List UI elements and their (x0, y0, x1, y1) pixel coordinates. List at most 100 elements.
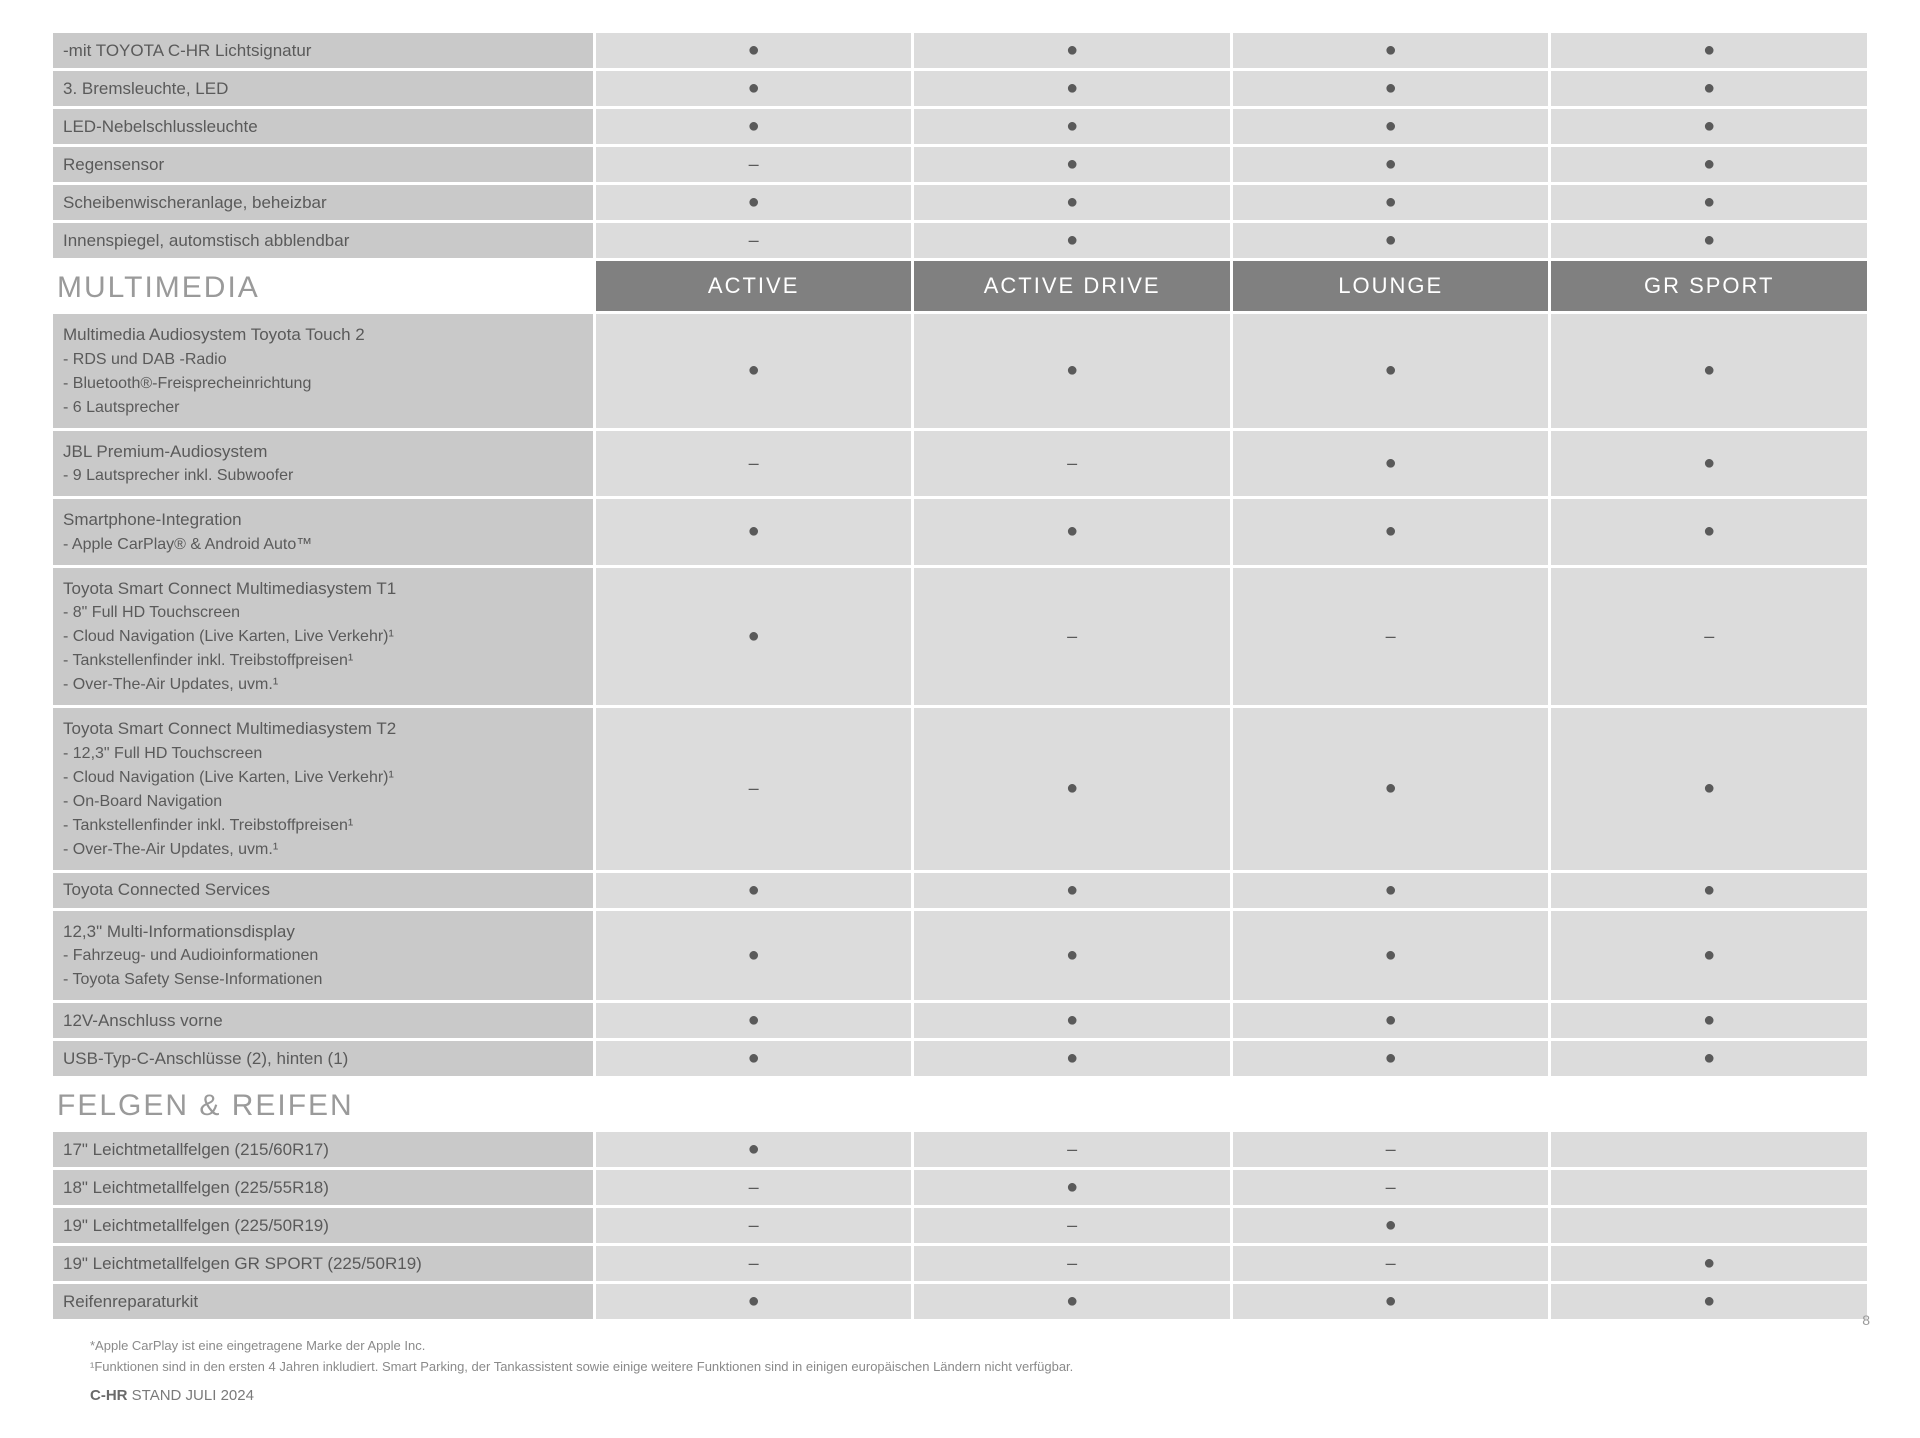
value-cell (1551, 1170, 1867, 1205)
feature-main-label: LED-Nebelschlussleuchte (63, 117, 258, 136)
value-cell: ● (596, 499, 912, 565)
value-cell: – (914, 1208, 1230, 1243)
feature-label: 18" Leichtmetallfelgen (225/55R18) (53, 1170, 593, 1205)
value-cell: ● (1551, 147, 1867, 182)
table-row: 17" Leichtmetallfelgen (215/60R17)●–– (53, 1132, 1867, 1167)
feature-subline: - 9 Lautsprecher inkl. Subwoofer (63, 464, 583, 488)
feature-main-label: Multimedia Audiosystem Toyota Touch 2 (63, 325, 365, 344)
table-row: 12V-Anschluss vorne●●●● (53, 1003, 1867, 1038)
value-cell: ● (1233, 1041, 1549, 1076)
feature-main-label: Reifenreparaturkit (63, 1292, 198, 1311)
footer: *Apple CarPlay ist eine eingetragene Mar… (50, 1336, 1870, 1408)
feature-subline: - Cloud Navigation (Live Karten, Live Ve… (63, 625, 583, 649)
table-row: -mit TOYOTA C-HR Lichtsignatur●●●● (53, 33, 1867, 68)
value-cell: ● (596, 314, 912, 428)
table-row: LED-Nebelschlussleuchte●●●● (53, 109, 1867, 144)
feature-subline: - 12,3" Full HD Touchscreen (63, 742, 583, 766)
feature-label: 19" Leichtmetallfelgen (225/50R19) (53, 1208, 593, 1243)
feature-label: LED-Nebelschlussleuchte (53, 109, 593, 144)
footer-brand-rest: STAND JULI 2024 (128, 1387, 254, 1404)
feature-main-label: JBL Premium-Audiosystem (63, 442, 267, 461)
value-cell: ● (596, 1041, 912, 1076)
value-cell: ● (1551, 1284, 1867, 1319)
column-header-empty (1551, 1079, 1867, 1129)
value-cell: ● (1551, 109, 1867, 144)
value-cell: ● (1551, 314, 1867, 428)
table-row: USB-Typ-C-Anschlüsse (2), hinten (1)●●●● (53, 1041, 1867, 1076)
value-cell: ● (1233, 431, 1549, 497)
feature-label: Multimedia Audiosystem Toyota Touch 2- R… (53, 314, 593, 428)
value-cell: ● (1233, 1003, 1549, 1038)
value-cell: – (596, 431, 912, 497)
value-cell: ● (1551, 708, 1867, 870)
feature-subline: - Apple CarPlay® & Android Auto™ (63, 533, 583, 557)
feature-subline: - Tankstellenfinder inkl. Treibstoffprei… (63, 649, 583, 673)
value-cell: ● (1233, 314, 1549, 428)
value-cell: ● (596, 33, 912, 68)
table-row: Innenspiegel, automstisch abblendbar–●●● (53, 223, 1867, 258)
footer-brand: C-HR STAND JULI 2024 (90, 1384, 1870, 1408)
feature-label: Scheibenwischeranlage, beheizbar (53, 185, 593, 220)
value-cell: – (1233, 1246, 1549, 1281)
value-cell (1551, 1132, 1867, 1167)
section-title: MULTIMEDIA (53, 261, 593, 311)
table-row: 18" Leichtmetallfelgen (225/55R18)–●– (53, 1170, 1867, 1205)
feature-label: Innenspiegel, automstisch abblendbar (53, 223, 593, 258)
table-row: Multimedia Audiosystem Toyota Touch 2- R… (53, 314, 1867, 428)
feature-main-label: 19" Leichtmetallfelgen GR SPORT (225/50R… (63, 1254, 422, 1273)
value-cell: ● (1233, 873, 1549, 908)
feature-main-label: Regensensor (63, 155, 164, 174)
value-cell: ● (914, 499, 1230, 565)
value-cell: ● (1551, 223, 1867, 258)
feature-main-label: Scheibenwischeranlage, beheizbar (63, 193, 327, 212)
value-cell: ● (1551, 499, 1867, 565)
value-cell: ● (1551, 1246, 1867, 1281)
value-cell: – (596, 708, 912, 870)
value-cell: ● (914, 314, 1230, 428)
table-row: 12,3" Multi-Informationsdisplay- Fahrzeu… (53, 911, 1867, 1001)
feature-label: JBL Premium-Audiosystem - 9 Lautsprecher … (53, 431, 593, 497)
feature-label: Reifenreparaturkit (53, 1284, 593, 1319)
value-cell: ● (596, 109, 912, 144)
value-cell: – (914, 431, 1230, 497)
value-cell: – (914, 568, 1230, 706)
feature-main-label: 3. Bremsleuchte, LED (63, 79, 228, 98)
feature-subline: - Bluetooth®-Freisprecheinrichtung (63, 372, 583, 396)
value-cell: ● (596, 1284, 912, 1319)
feature-subline: - Over-The-Air Updates, uvm.¹ (63, 673, 583, 697)
value-cell: ● (914, 873, 1230, 908)
table-row: Regensensor–●●● (53, 147, 1867, 182)
feature-main-label: 18" Leichtmetallfelgen (225/55R18) (63, 1178, 329, 1197)
value-cell: ● (914, 109, 1230, 144)
feature-subline: - 6 Lautsprecher (63, 396, 583, 420)
table-row: Toyota Smart Connect Multimediasystem T1… (53, 568, 1867, 706)
feature-main-label: 12V-Anschluss vorne (63, 1011, 223, 1030)
value-cell: ● (596, 1132, 912, 1167)
value-cell: – (914, 1246, 1230, 1281)
value-cell: ● (1233, 1208, 1549, 1243)
feature-main-label: -mit TOYOTA C-HR Lichtsignatur (63, 41, 311, 60)
feature-main-label: Toyota Connected Services (63, 880, 270, 899)
value-cell: ● (1233, 499, 1549, 565)
footnote-2: ¹Funktionen sind in den ersten 4 Jahren … (90, 1357, 1870, 1378)
table-row: Reifenreparaturkit●●●● (53, 1284, 1867, 1319)
feature-label: USB-Typ-C-Anschlüsse (2), hinten (1) (53, 1041, 593, 1076)
value-cell: – (596, 223, 912, 258)
feature-label: Toyota Connected Services (53, 873, 593, 908)
column-header: GR SPORT (1551, 261, 1867, 311)
value-cell: ● (1233, 147, 1549, 182)
table-row: 19" Leichtmetallfelgen (225/50R19)––● (53, 1208, 1867, 1243)
value-cell: ● (914, 1170, 1230, 1205)
column-header: ACTIVE DRIVE (914, 261, 1230, 311)
value-cell: ● (1233, 33, 1549, 68)
value-cell: ● (1551, 33, 1867, 68)
column-header: ACTIVE (596, 261, 912, 311)
feature-label: Regensensor (53, 147, 593, 182)
feature-main-label: Toyota Smart Connect Multimediasystem T1 (63, 579, 396, 598)
value-cell: – (1551, 568, 1867, 706)
value-cell: ● (1551, 71, 1867, 106)
table-row: Toyota Connected Services●●●● (53, 873, 1867, 908)
spec-table: -mit TOYOTA C-HR Lichtsignatur●●●●3. Bre… (50, 30, 1870, 1322)
table-row: Scheibenwischeranlage, beheizbar●●●● (53, 185, 1867, 220)
value-cell: ● (596, 873, 912, 908)
